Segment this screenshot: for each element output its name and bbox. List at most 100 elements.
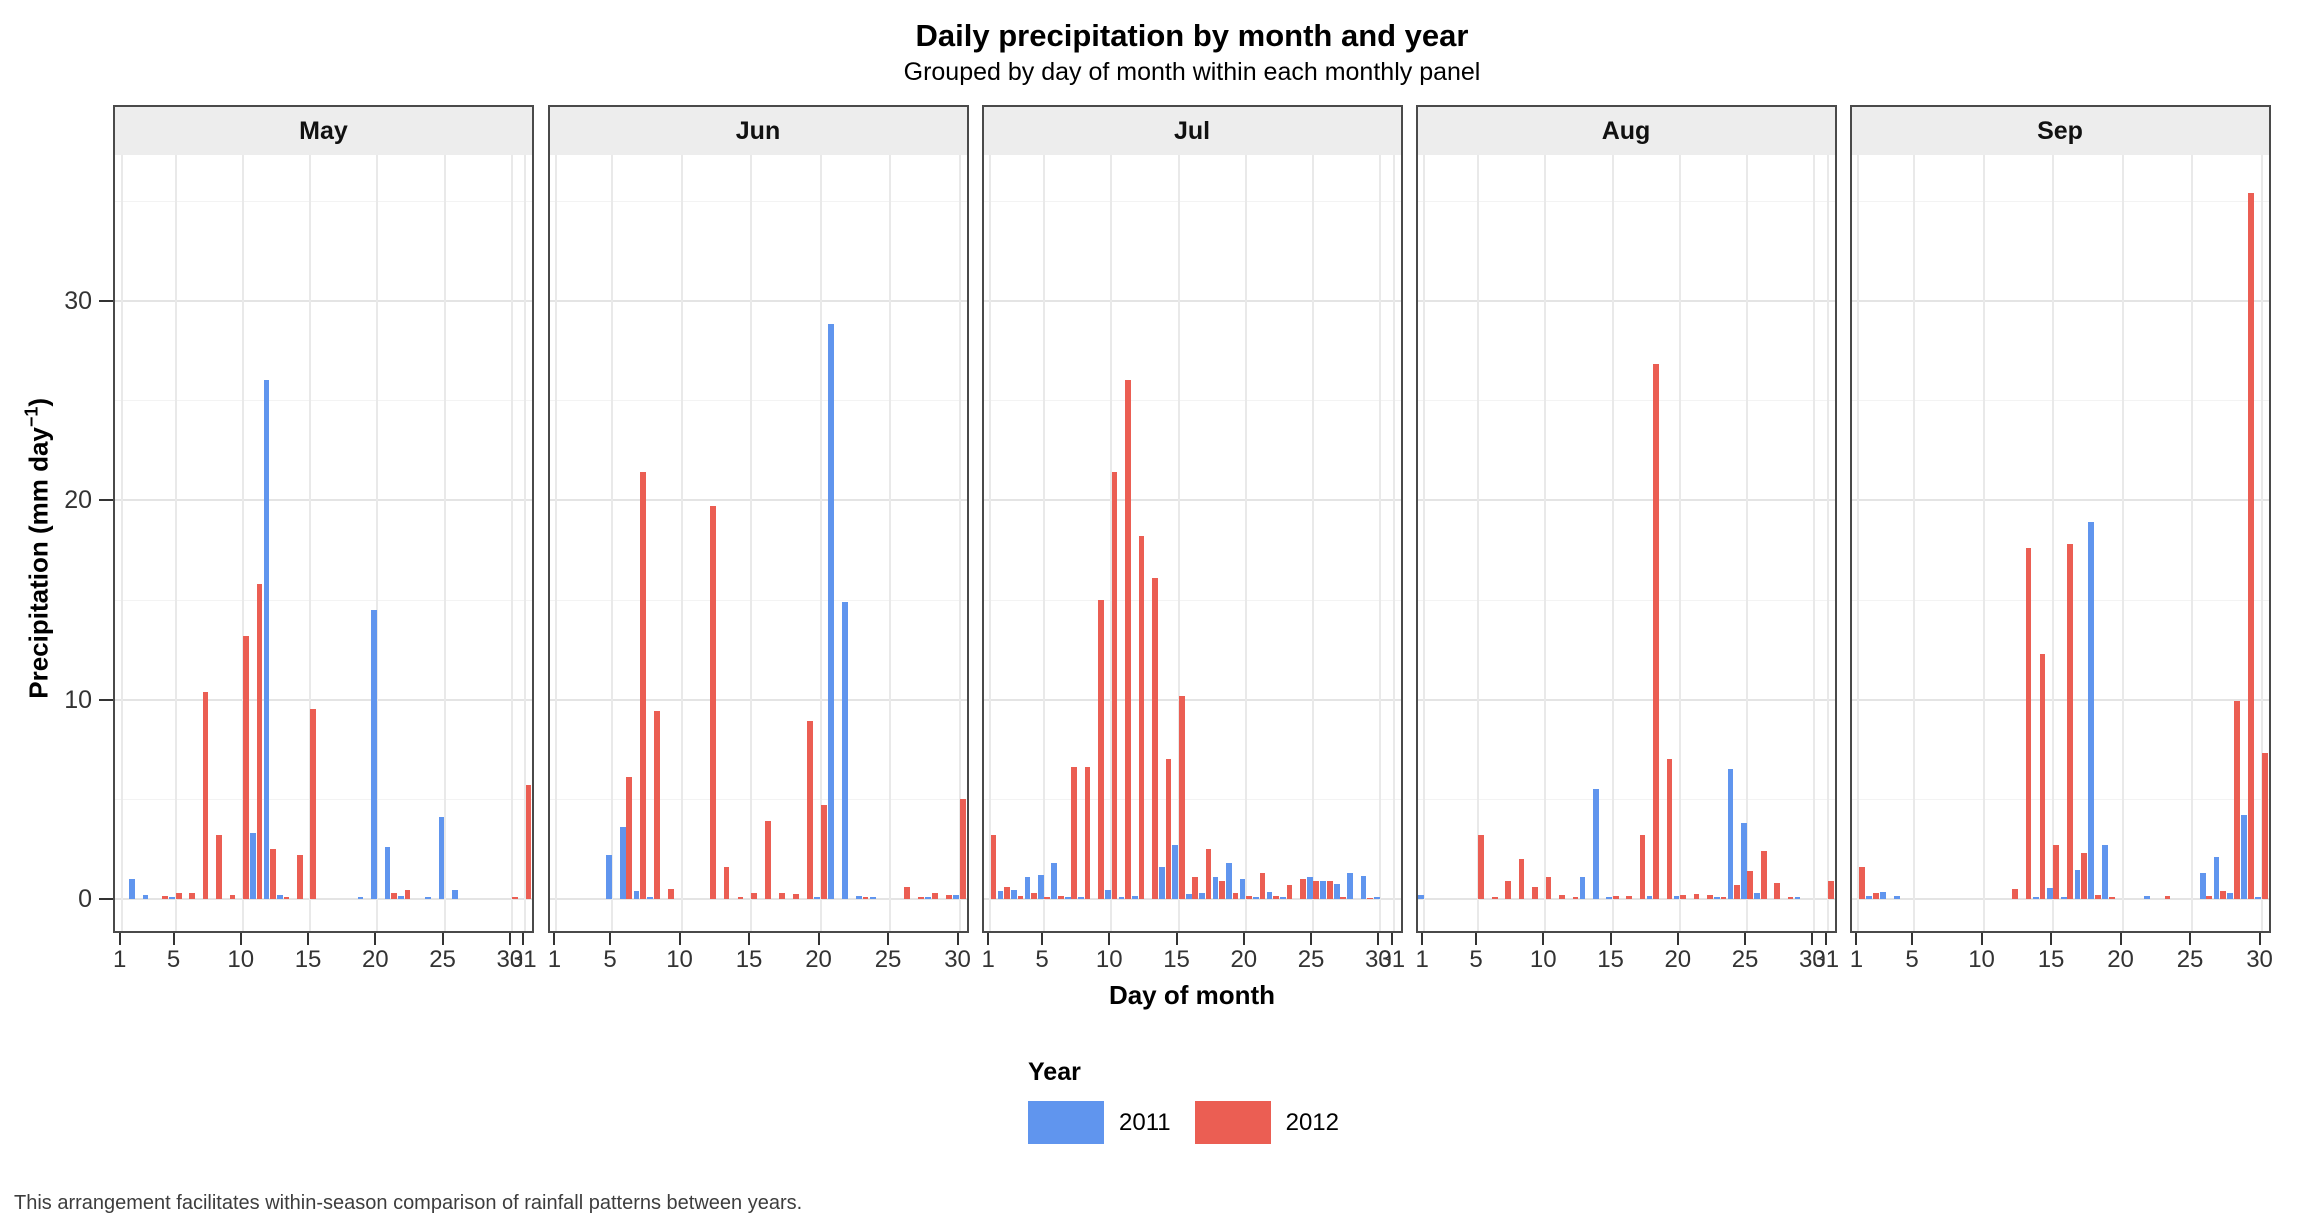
gridline-major [1417,898,1835,900]
bar-2011-sep-16 [2060,897,2067,899]
bar-2011-jun-5 [605,855,612,899]
gridline-day-15 [309,155,312,931]
facet-panel-sep [1849,155,2271,933]
gridline-major [1851,499,2269,501]
bar-2012-sep-28 [2234,701,2240,899]
bar-2011-jul-14 [1159,867,1165,899]
bar-2012-jun-18 [793,894,799,899]
x-axis-tick-label: 10 [227,946,255,973]
gridline-major [115,299,532,302]
gridline-day-1 [555,155,558,931]
y-axis-title-close: ) [23,397,54,407]
gridline-minor [1851,200,2269,202]
gridline-day-5 [1477,155,1480,931]
x-axis-tick-label: 31 [509,946,537,973]
bar-2012-jul-24 [1300,879,1306,899]
bar-2012-jul-11 [1125,380,1131,899]
bar-2012-may-9 [229,895,236,899]
bar-2012-aug-10 [1545,877,1552,899]
gridline-day-1 [1857,155,1860,931]
bar-2012-aug-24 [1734,885,1740,899]
bar-2012-jul-8 [1084,767,1091,899]
gridline-minor [549,400,967,402]
x-axis-tick-label: 30 [1364,946,1392,973]
gridline-day-30 [1813,155,1816,931]
x-axis-tick-mark [1676,933,1679,945]
legend-entries: 2011 2012 [1028,1101,1363,1144]
x-axis-tick-mark [678,933,681,945]
x-axis-tick-mark [1911,933,1914,945]
bar-2012-jul-5 [1044,897,1051,899]
bar-2011-jul-6 [1051,863,1058,899]
gridline-major [549,299,967,302]
x-axis-tick-mark [374,933,377,945]
bar-2011-sep-18 [2088,521,2095,899]
bar-2011-may-25 [438,817,445,899]
bar-2011-may-21 [384,847,391,899]
x-axis-tick-mark [1421,933,1424,945]
x-axis-tick-label: 25 [874,946,902,973]
legend-swatch-2012 [1194,1101,1271,1144]
bar-2012-aug-15 [1612,896,1619,899]
facet-strip-jul: Jul [981,105,1403,158]
bar-2012-sep-12 [2011,889,2018,899]
bar-2012-jul-15 [1178,695,1185,899]
x-axis-tick-label: 15 [1597,946,1624,973]
gridline-minor [1851,799,2269,801]
gridline-day-31 [1392,155,1395,931]
bar-2012-jul-14 [1165,759,1172,899]
x-axis-tick-mark [2119,933,2122,945]
bar-2011-jul-25 [1307,877,1313,899]
gridline-day-20 [2121,155,2124,931]
facet-strip-sep: Sep [1849,105,2271,158]
x-axis-tick-label: 10 [1968,946,1995,973]
x-axis-tick-mark [2050,933,2053,945]
y-axis-tick-mark [99,299,113,302]
bar-2012-aug-27 [1774,883,1780,899]
x-axis-tick-label: 25 [1731,946,1759,973]
x-axis-tick-label: 20 [1230,946,1258,973]
gridline-major [115,898,532,900]
x-axis-tick-label: 5 [1905,946,1919,973]
bar-2011-aug-25 [1741,823,1747,899]
gridline-day-15 [750,155,753,931]
bar-2011-jun-21 [828,324,835,899]
x-axis-tick-mark [1108,933,1111,945]
x-axis-tick-mark [1041,933,1044,945]
legend-title: Year [1028,1058,1081,1086]
gridline-minor [983,799,1401,801]
bar-2011-jul-29 [1360,876,1367,899]
gridline-minor [1417,400,1835,402]
bar-2012-jul-26 [1326,881,1333,899]
bar-2012-may-7 [202,691,209,899]
bar-2012-aug-11 [1559,895,1565,899]
bar-2011-jul-3 [1011,890,1017,899]
bar-2011-jul-17 [1199,893,1206,899]
bar-2011-may-20 [371,609,377,899]
x-axis-tick-mark [1855,933,1858,945]
bar-2012-jun-14 [737,897,744,899]
bar-2012-jun-28 [932,893,938,899]
gridline-major [1851,898,2269,900]
gridline-day-10 [1544,155,1547,931]
bar-2012-jul-22 [1273,896,1279,899]
bar-2012-jul-25 [1313,881,1320,899]
x-axis-tick-label: 5 [1469,946,1483,973]
bar-2011-jul-30 [1374,897,1380,899]
bar-2012-jul-29 [1367,897,1373,899]
facet-panel-may [113,155,534,933]
x-axis-tick-mark [1609,933,1612,945]
gridline-day-15 [1177,155,1180,931]
x-axis-tick-label: 5 [1035,946,1049,973]
x-axis-tick-label: 10 [1095,946,1123,973]
bar-2012-may-14 [297,855,303,899]
x-axis-tick-label: 1 [981,946,995,973]
gridline-day-1 [1423,155,1426,931]
gridline-day-5 [1043,155,1046,931]
gridline-minor [549,799,967,801]
bar-2011-sep-17 [2074,870,2081,899]
y-axis-title-superscript: −1 [21,406,42,428]
bar-2012-may-22 [404,890,411,899]
bar-2012-jul-10 [1111,472,1118,899]
bar-2012-jul-27 [1340,897,1346,899]
